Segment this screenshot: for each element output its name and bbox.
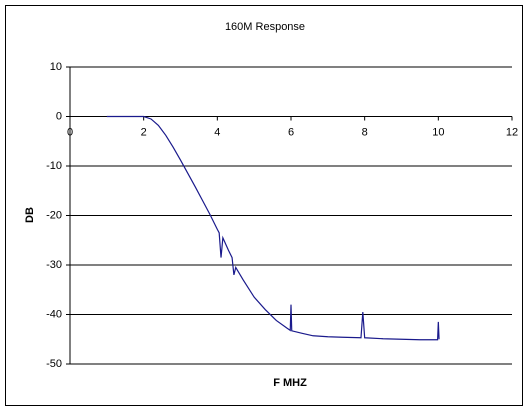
y-tick-label: -20 bbox=[46, 209, 62, 221]
y-tick-label: -50 bbox=[46, 358, 62, 370]
chart-border bbox=[5, 5, 523, 406]
chart-title: 160M Response bbox=[225, 21, 305, 33]
x-tick-label: 6 bbox=[288, 126, 294, 138]
x-tick-label: 4 bbox=[214, 126, 220, 138]
y-tick-label: -40 bbox=[46, 308, 62, 320]
data-line bbox=[106, 115, 440, 341]
x-tick-label: 8 bbox=[362, 126, 368, 138]
y-tick-label: 0 bbox=[56, 110, 62, 122]
y-tick-label: 10 bbox=[50, 61, 62, 73]
y-tick-label: -10 bbox=[46, 160, 62, 172]
x-tick-label: 12 bbox=[506, 126, 518, 138]
y-axis-label: DB bbox=[24, 207, 36, 223]
x-tick-label: 2 bbox=[141, 126, 147, 138]
x-tick-label: 10 bbox=[432, 126, 444, 138]
x-tick-label: 0 bbox=[67, 126, 73, 138]
y-tick-label: -30 bbox=[46, 259, 62, 271]
x-axis-label: F MHZ bbox=[273, 377, 307, 389]
